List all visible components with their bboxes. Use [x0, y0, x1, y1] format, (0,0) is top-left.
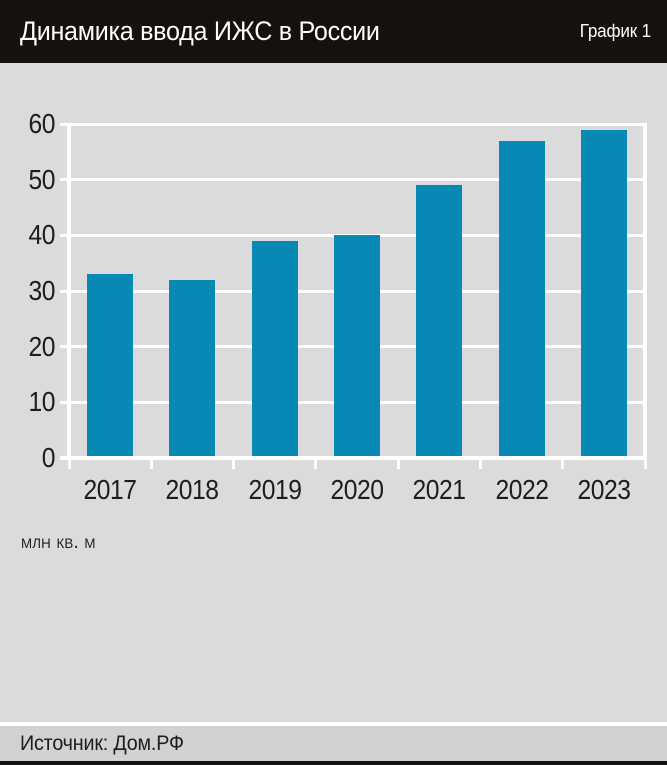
bar-2022 — [498, 140, 545, 458]
x-axis-tick — [561, 460, 565, 469]
source-footer: Источник: Дом.РФ — [0, 726, 667, 761]
source-label: Источник: Дом.РФ — [20, 731, 184, 755]
x-tick-label-2017: 2017 — [83, 474, 138, 505]
y-tick-label-20: 20 — [28, 330, 55, 362]
y-tick-label-30: 30 — [28, 275, 55, 306]
x-tick-label-2021: 2021 — [412, 474, 467, 505]
bar-2021 — [416, 185, 463, 458]
bar-2023 — [580, 129, 627, 458]
bar-2018 — [169, 279, 216, 458]
chart-area: 0 10 20 30 40 50 60 2017 2018 2019 2020 2021 2022 202… — [0, 63, 667, 722]
plot-right-border — [643, 123, 647, 460]
y-tick-label-60: 60 — [28, 108, 55, 139]
x-tick-label-2019: 2019 — [248, 474, 302, 505]
gridline-40 — [60, 233, 645, 237]
x-axis-tick — [478, 460, 482, 469]
chart-title: Динамика ввода ИЖС в России — [20, 16, 380, 46]
bar-2017 — [87, 274, 134, 458]
y-tick-label-0: 0 — [41, 442, 56, 473]
footer-separator — [0, 722, 667, 726]
x-axis-line — [60, 456, 647, 460]
x-axis-tick — [67, 460, 71, 469]
x-tick-label-2023: 2023 — [577, 474, 631, 505]
x-axis-tick — [643, 460, 647, 469]
bar-2020 — [334, 235, 380, 458]
x-axis-tick — [396, 460, 400, 469]
header: Динамика ввода ИЖС в России График 1 — [0, 0, 667, 63]
bar-2019 — [251, 240, 298, 458]
x-axis-tick — [232, 460, 236, 469]
y-axis-line — [67, 123, 71, 460]
y-axis-unit-label: млн кв. м — [21, 531, 96, 553]
plot-area: 0 10 20 30 40 50 60 2017 2018 2019 2020 2021 2022 202… — [28, 109, 647, 505]
x-tick-label-2018: 2018 — [165, 474, 220, 505]
x-tick-label-2020: 2020 — [330, 474, 384, 505]
y-tick-label-10: 10 — [28, 386, 55, 418]
x-tick-label-2022: 2022 — [495, 474, 549, 505]
x-axis-tick — [149, 460, 153, 469]
chart-number-label: График 1 — [579, 21, 651, 41]
y-tick-label-50: 50 — [28, 163, 55, 195]
x-axis-tick — [314, 460, 318, 469]
bottom-accent-bar — [0, 761, 667, 765]
gridline-60 — [60, 122, 645, 126]
y-tick-label-40: 40 — [28, 219, 55, 251]
gridline-50 — [60, 178, 645, 182]
